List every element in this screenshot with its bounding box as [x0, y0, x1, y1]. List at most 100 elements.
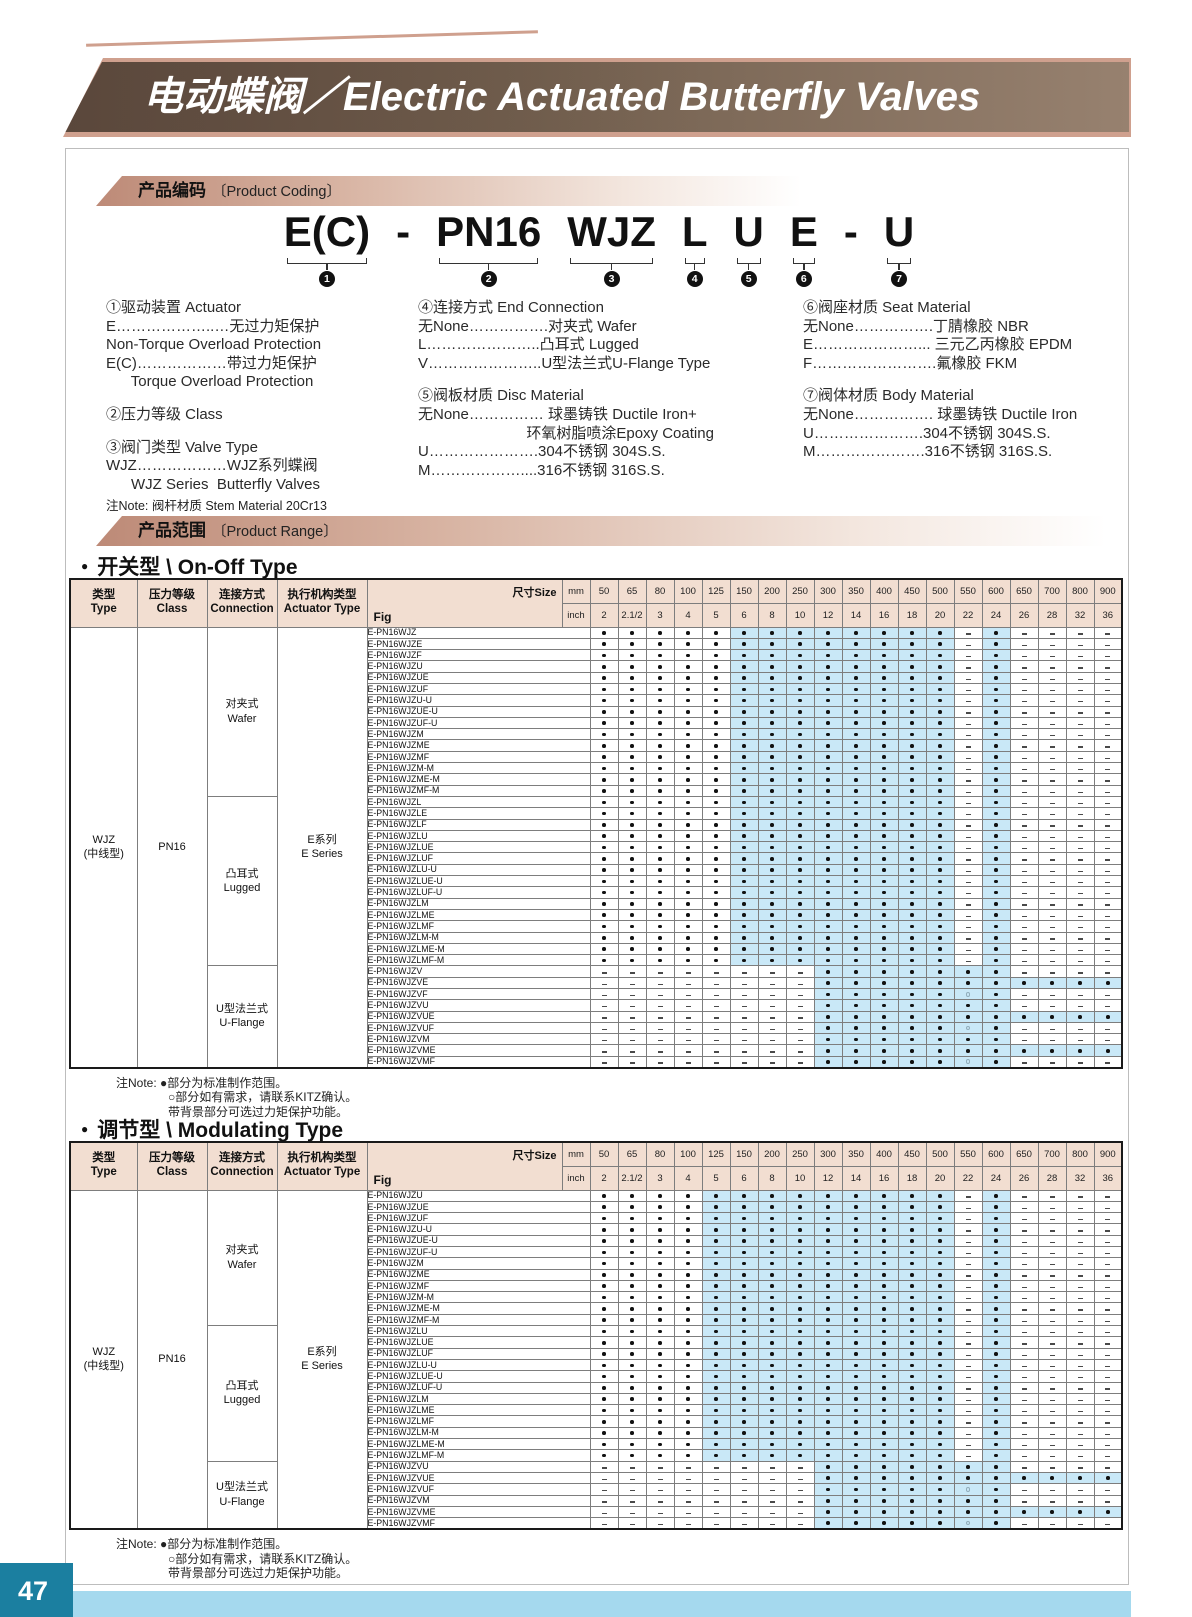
dot-mark — [938, 1060, 942, 1064]
size-cell — [785, 1494, 815, 1507]
dash-mark — [1105, 802, 1111, 805]
dot-mark — [630, 1453, 634, 1458]
dot-mark — [938, 777, 942, 782]
size-cell — [701, 908, 731, 922]
size-cell — [645, 886, 675, 899]
code-part-label: L — [681, 208, 708, 255]
fig-cell: E-PN16WJZLM — [366, 897, 591, 910]
size-cell — [673, 1358, 703, 1372]
size-cell — [1093, 1257, 1123, 1270]
dot-mark — [910, 1015, 914, 1019]
dot-mark — [994, 936, 998, 940]
size-cell — [1037, 1010, 1067, 1023]
column-header-class: 压力等级 Class — [136, 578, 208, 628]
size-cell — [841, 807, 871, 820]
dash-mark — [1049, 655, 1055, 658]
dot-mark — [854, 834, 858, 838]
size-cell — [981, 987, 1011, 1001]
size-cell — [589, 626, 619, 639]
dot-mark — [630, 1205, 634, 1209]
size-cell — [813, 637, 843, 651]
dot-mark — [826, 1487, 830, 1492]
size-cell — [841, 818, 871, 831]
size-cell — [897, 1358, 927, 1372]
dash-mark — [1077, 1433, 1083, 1435]
dot-mark — [798, 902, 802, 906]
size-cell — [1093, 829, 1123, 843]
size-cell — [897, 1449, 927, 1462]
dot-mark — [854, 698, 858, 703]
size-cell — [813, 954, 843, 967]
dot-mark — [602, 811, 606, 816]
size-cell — [1009, 784, 1039, 797]
dot-mark — [994, 1431, 998, 1435]
dash-mark — [1021, 859, 1027, 861]
dot-mark — [826, 947, 830, 951]
fig-cell: E-PN16WJZVMF — [366, 1517, 591, 1530]
fig-cell: E-PN16WJZE — [366, 637, 591, 651]
class-cell: PN16 — [136, 626, 208, 1069]
size-cell — [925, 987, 955, 1001]
fig-cell: E-PN16WJZL — [366, 795, 591, 809]
size-cell — [729, 1381, 759, 1394]
dot-mark — [854, 958, 858, 963]
size-cell — [673, 1404, 703, 1417]
size-cell — [841, 649, 871, 662]
dot-mark — [686, 687, 690, 692]
size-cell — [1009, 1055, 1039, 1069]
dash-mark — [1021, 735, 1027, 737]
size-cell — [813, 705, 843, 718]
size-cell — [841, 965, 871, 978]
size-cell — [1065, 1257, 1095, 1270]
size-cell — [617, 1313, 647, 1327]
size-cell — [729, 660, 759, 673]
size-cell — [1065, 1189, 1095, 1202]
dash-mark — [713, 972, 719, 974]
size-cell — [841, 1494, 871, 1507]
size-cell — [729, 886, 759, 899]
size-cell — [785, 1291, 815, 1304]
dot-mark — [714, 676, 718, 680]
dash-mark — [965, 1230, 971, 1232]
dash-mark — [965, 904, 971, 906]
size-cell — [1065, 875, 1095, 888]
size-cell — [1065, 660, 1095, 673]
fig-cell: E-PN16WJZM-M — [366, 762, 591, 775]
size-cell — [589, 1370, 619, 1383]
size-cell — [617, 750, 647, 764]
size-cell — [757, 1404, 787, 1417]
table-row: E-PN16WJZU-U — [70, 1223, 1123, 1236]
dot-mark — [602, 856, 606, 861]
note-line: 带背景部分可选过力矩保护功能。 — [168, 1104, 349, 1119]
size-cell — [1065, 1336, 1095, 1349]
size-cell — [869, 931, 899, 944]
header-banner-inner: 电动蝶阀／Electric Actuated Butterfly Valves — [65, 62, 1129, 132]
dot-mark — [882, 1363, 886, 1368]
size-cell — [1037, 1044, 1067, 1057]
dot-mark — [994, 845, 998, 850]
dot-mark — [966, 1465, 970, 1469]
dot-mark — [742, 823, 746, 827]
dot-mark — [686, 823, 690, 827]
size-cell — [673, 1200, 703, 1214]
size-mm-header: 400 — [869, 578, 899, 604]
size-cell — [757, 1055, 787, 1069]
size-cell — [757, 1517, 787, 1530]
dash-mark — [1105, 938, 1111, 940]
dash-mark — [1021, 938, 1027, 940]
size-cell — [785, 920, 815, 933]
dot-mark — [966, 1003, 970, 1008]
size-cell — [645, 1257, 675, 1270]
dot-mark — [686, 958, 690, 963]
size-cell — [897, 1279, 927, 1293]
size-cell — [897, 965, 927, 978]
dash-mark — [1021, 960, 1027, 963]
size-cell — [1093, 750, 1123, 764]
dash-mark — [965, 893, 971, 895]
dot-mark — [602, 1363, 606, 1368]
dash-mark — [1049, 1264, 1055, 1266]
size-cell — [1037, 660, 1067, 673]
size-cell — [953, 1370, 983, 1383]
dot-mark — [798, 845, 802, 850]
size-cell — [673, 976, 703, 990]
